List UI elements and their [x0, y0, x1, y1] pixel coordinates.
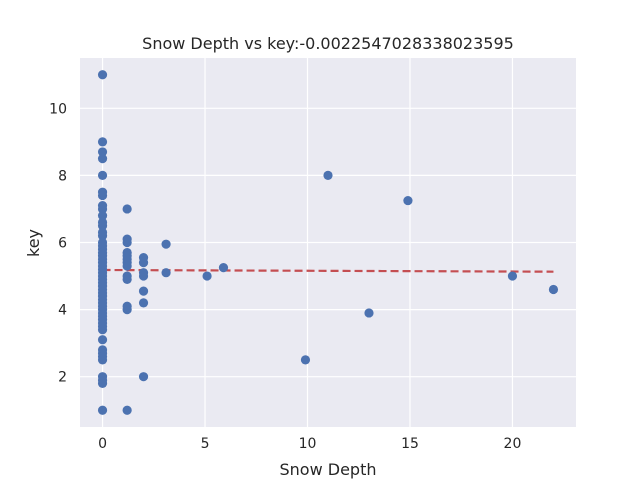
data-point	[138, 271, 149, 281]
data-point	[323, 170, 333, 181]
data-point	[122, 304, 132, 315]
y-axis-label: key	[24, 229, 43, 257]
y-tick-label: 10	[49, 101, 67, 117]
data-points	[97, 70, 559, 415]
data-point	[122, 204, 132, 214]
data-point	[364, 308, 374, 318]
data-point	[97, 231, 108, 241]
data-point	[548, 284, 559, 295]
y-tick-label: 8	[58, 168, 67, 184]
data-point	[122, 261, 132, 271]
x-tick-label: 15	[401, 436, 419, 452]
y-tick-labels: 2 4 6 8 10	[49, 101, 67, 385]
x-tick-label: 5	[201, 436, 210, 452]
y-tick-label: 6	[58, 236, 67, 252]
data-point	[122, 237, 132, 248]
data-point	[122, 405, 132, 415]
data-point	[97, 170, 108, 181]
data-point	[161, 268, 171, 278]
data-point	[97, 325, 108, 335]
chart-title: Snow Depth vs key:-0.0022547028338023595	[142, 34, 514, 53]
y-tick-label: 4	[58, 303, 67, 319]
data-point	[97, 204, 108, 214]
data-point	[161, 239, 171, 249]
x-tick-label: 20	[504, 436, 522, 452]
data-point	[97, 378, 108, 388]
data-point	[97, 147, 108, 157]
data-point	[403, 195, 413, 206]
y-tick-label: 2	[58, 370, 67, 386]
data-point	[97, 335, 108, 345]
data-point	[97, 137, 108, 147]
data-point	[202, 271, 212, 281]
data-point	[218, 263, 229, 273]
data-point	[97, 190, 108, 201]
data-point	[97, 211, 108, 221]
data-point	[138, 298, 149, 308]
x-axis-label: Snow Depth	[280, 460, 377, 479]
data-point	[507, 271, 518, 281]
data-point	[97, 154, 108, 164]
data-point	[138, 258, 149, 268]
data-point	[122, 274, 132, 284]
x-tick-labels: 0 5 10 15 20	[98, 436, 521, 452]
data-point	[97, 355, 108, 365]
data-point	[138, 286, 149, 296]
data-point	[300, 355, 311, 365]
x-tick-label: 0	[98, 436, 107, 452]
data-point	[138, 372, 149, 382]
x-tick-label: 10	[299, 436, 317, 452]
data-point	[97, 70, 108, 80]
data-point	[97, 221, 108, 231]
data-point	[97, 405, 108, 415]
trend-line	[102, 268, 554, 273]
